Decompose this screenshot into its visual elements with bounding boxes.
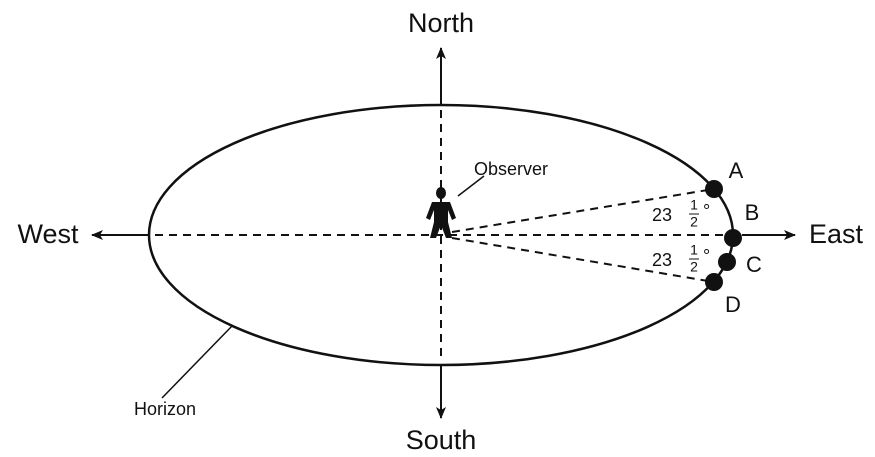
point-a <box>705 180 723 198</box>
point-label: A <box>729 158 744 183</box>
angle-numerator: 1 <box>690 197 698 213</box>
angle-denominator: 2 <box>690 214 698 230</box>
east-label: East <box>809 219 864 249</box>
horizon-label: Horizon <box>134 399 196 419</box>
angle-unit: ° <box>703 201 710 221</box>
point-c <box>718 253 736 271</box>
south-label: South <box>406 425 477 455</box>
point-label: D <box>725 292 741 317</box>
west-label: West <box>17 219 79 249</box>
angle-unit: ° <box>703 246 710 266</box>
horizon-leader <box>161 325 233 399</box>
point-b <box>724 229 742 247</box>
point-label: C <box>746 252 762 277</box>
angle-whole: 23 <box>652 250 672 270</box>
angle-numerator: 1 <box>690 242 698 258</box>
point-label: B <box>745 200 760 225</box>
observer-figure <box>426 187 456 238</box>
angle-whole: 23 <box>652 205 672 225</box>
point-d <box>705 273 723 291</box>
sight-line <box>451 188 715 233</box>
north-label: North <box>408 8 474 38</box>
angle-denominator: 2 <box>690 259 698 275</box>
sight-line <box>451 237 715 283</box>
observer-label: Observer <box>474 159 548 179</box>
observer-leader <box>457 175 485 197</box>
